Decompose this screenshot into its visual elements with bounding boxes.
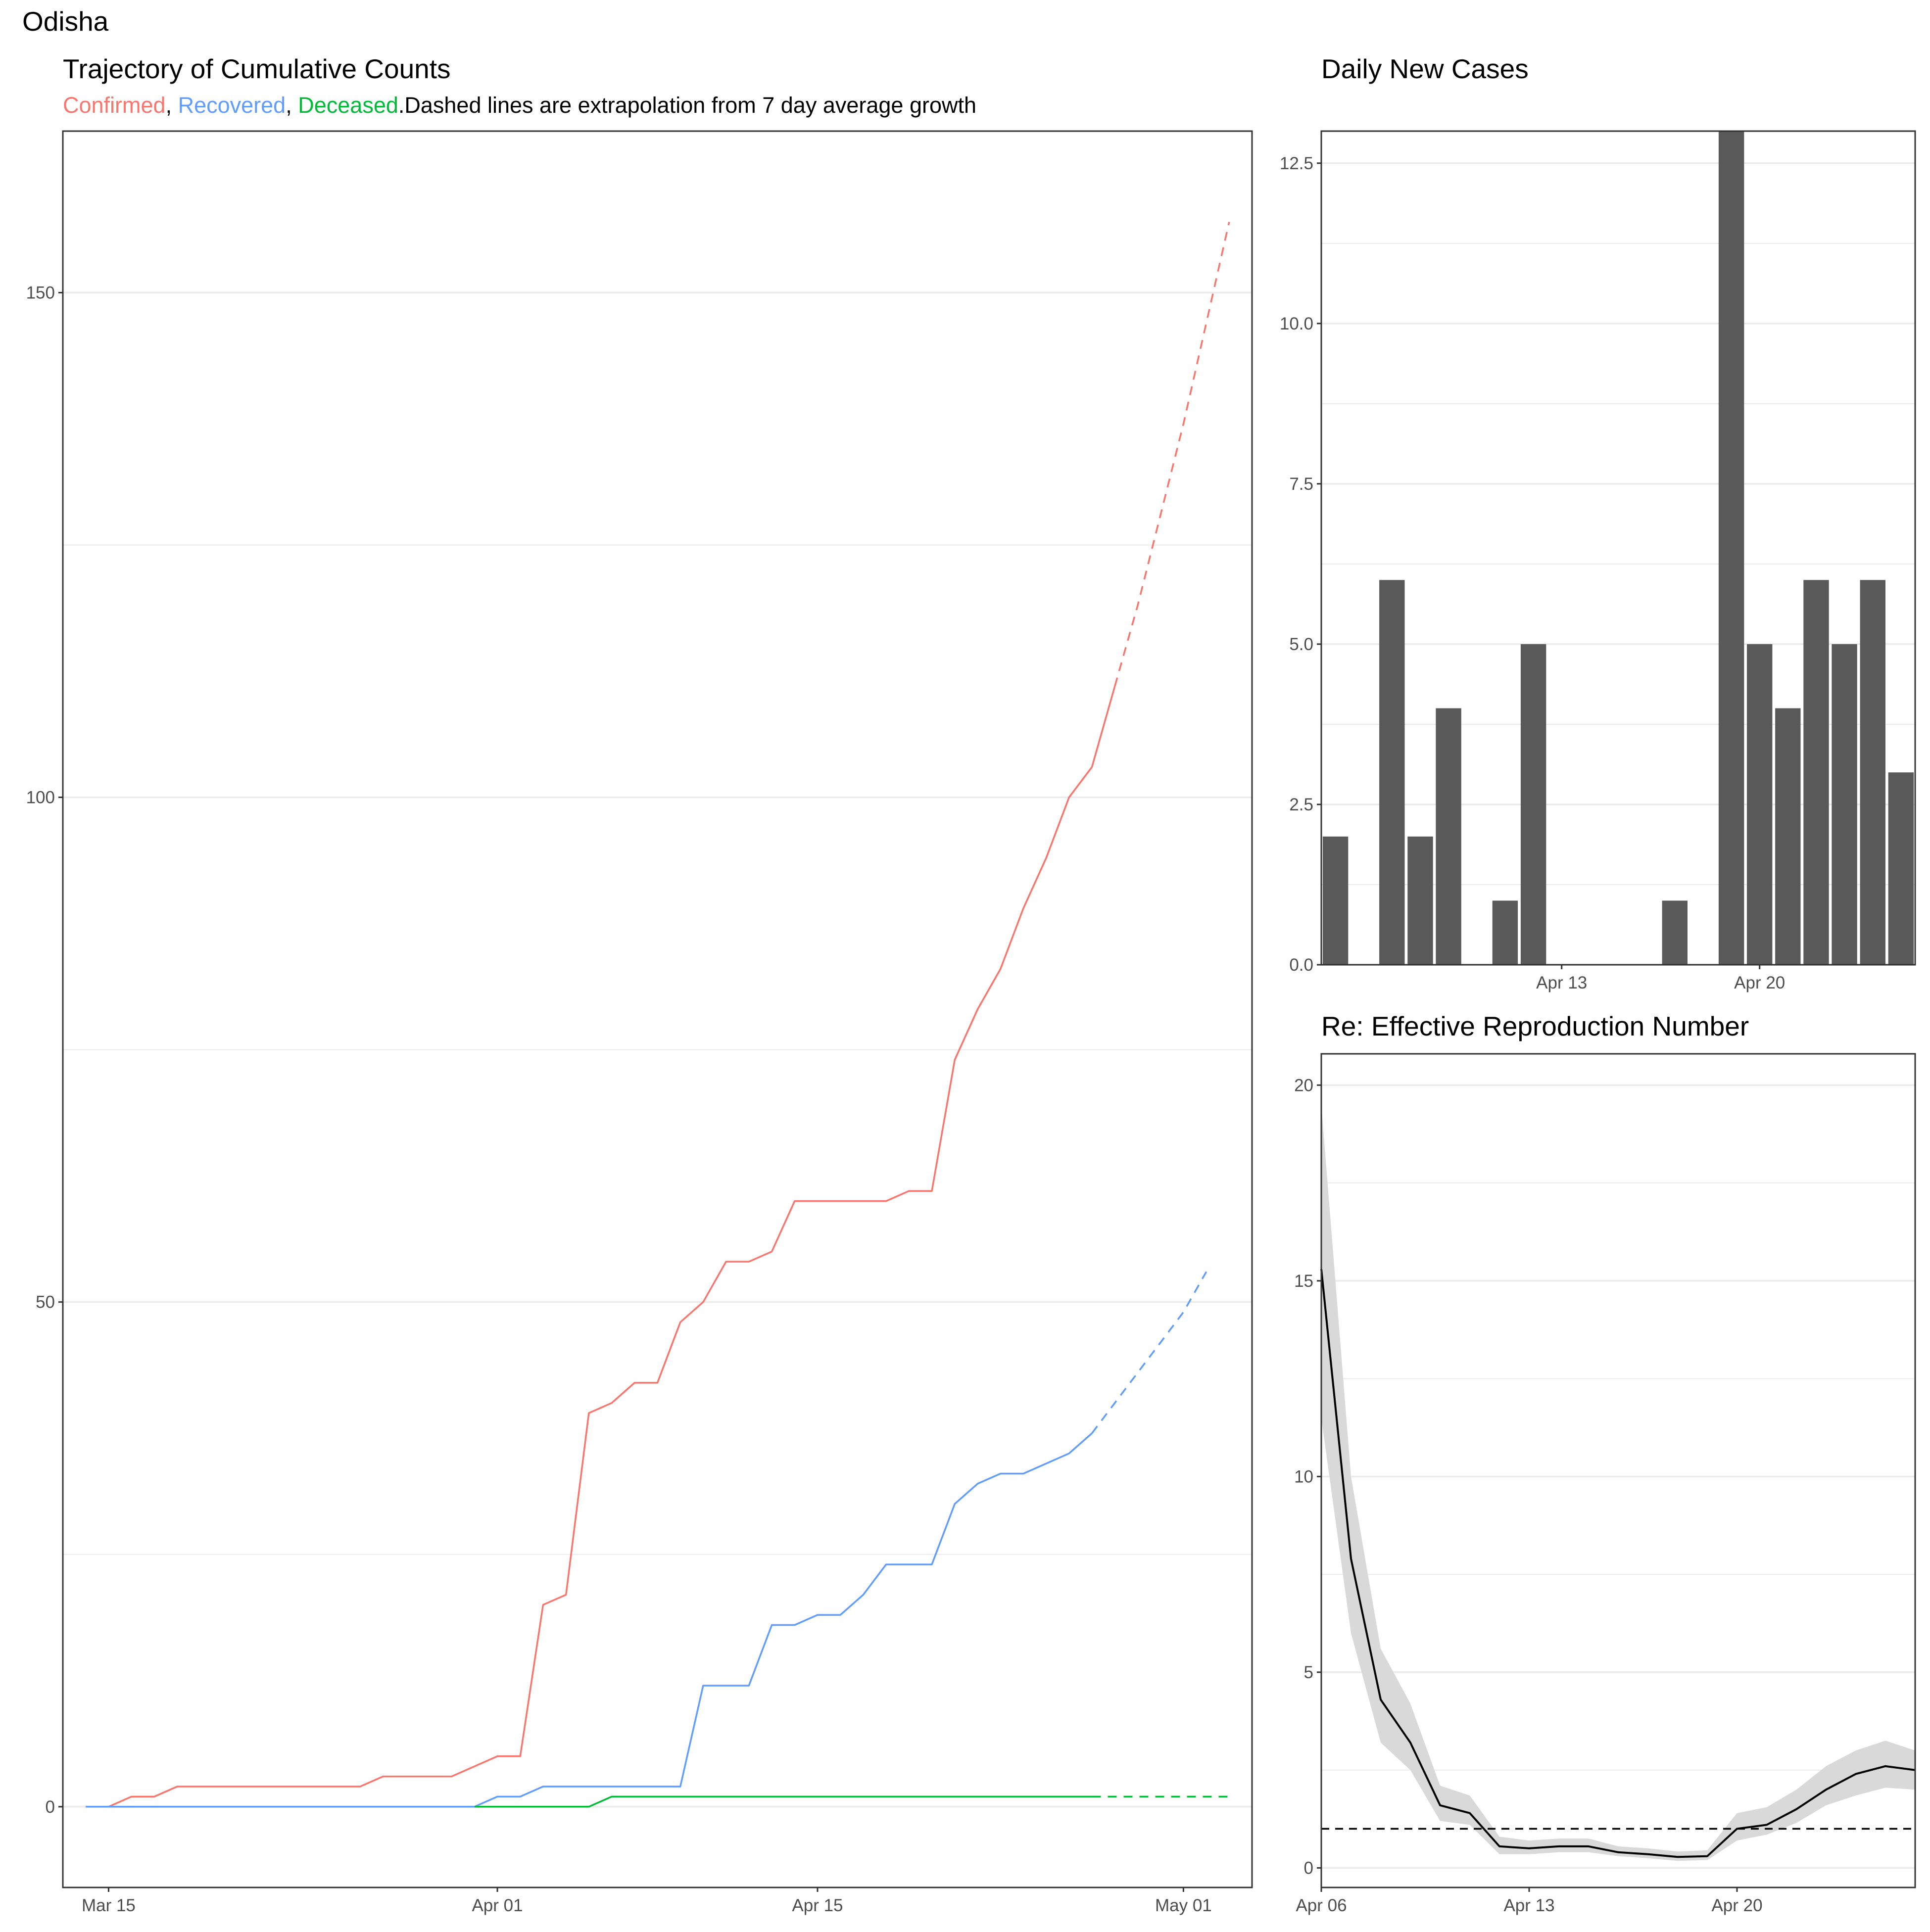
- subtitle-rest: .Dashed lines are extrapolation from 7 d…: [398, 93, 976, 118]
- y-tick-label: 100: [26, 788, 55, 807]
- trajectory-subtitle: Confirmed, Recovered, Deceased.Dashed li…: [63, 93, 976, 118]
- x-tick-label: Apr 20: [1734, 973, 1785, 992]
- series-line-recovered-extrapolated: [1091, 1271, 1207, 1434]
- panel-border: [62, 130, 1253, 1888]
- y-tick-label: 5: [1304, 1663, 1313, 1682]
- y-tick-label: 20: [1294, 1076, 1313, 1095]
- bar: [1379, 580, 1405, 965]
- y-tick-label: 5.0: [1289, 635, 1313, 654]
- series-line-confirmed: [86, 686, 1116, 1808]
- series-line-recovered: [86, 1432, 1093, 1808]
- bar: [1718, 131, 1744, 965]
- x-tick-label: Apr 13: [1536, 973, 1587, 992]
- series-line-confirmed-extrapolated: [1114, 222, 1230, 687]
- subtitle-recovered: Recovered: [178, 93, 286, 118]
- subtitle-sep2: ,: [286, 93, 298, 118]
- bar: [1322, 836, 1349, 965]
- bar: [1492, 900, 1518, 965]
- x-tick-label: Apr 15: [792, 1896, 843, 1915]
- y-tick-label: 2.5: [1289, 795, 1313, 814]
- panel-border: [1320, 1053, 1916, 1888]
- bar: [1407, 836, 1433, 965]
- y-tick-label: 12.5: [1280, 154, 1313, 173]
- y-tick-label: 0: [46, 1797, 55, 1817]
- y-tick-label: 15: [1294, 1272, 1313, 1291]
- panel-border: [1320, 130, 1916, 966]
- re-line: [1320, 1269, 1916, 1858]
- subtitle-deceased: Deceased: [298, 93, 398, 118]
- bar: [1832, 644, 1857, 965]
- bar: [1860, 580, 1885, 965]
- trajectory-chart: 0 50 100 150 Mar 15 Apr 01 Apr 15 May 01: [26, 130, 1253, 1915]
- x-tick-label: Apr 20: [1711, 1896, 1762, 1915]
- y-tick-label: 0: [1304, 1858, 1313, 1878]
- y-tick-label: 10: [1294, 1467, 1313, 1486]
- daily-title: Daily New Cases: [1321, 53, 1529, 84]
- y-tick-label: 50: [36, 1293, 55, 1312]
- daily-chart: 0.0 2.5 5.0 7.5 10.0 12.5 Apr 13 Apr 20: [1280, 130, 1916, 992]
- series-line-deceased: [474, 1795, 1092, 1808]
- page-title: Odisha: [22, 6, 109, 37]
- bar: [1436, 708, 1461, 965]
- bar: [1662, 900, 1688, 965]
- plot-background: [63, 131, 1252, 1887]
- bar: [1888, 772, 1914, 965]
- y-tick-label: 150: [26, 283, 55, 302]
- x-tick-label: Apr 01: [472, 1896, 523, 1915]
- bar: [1747, 644, 1773, 965]
- bar: [1520, 644, 1546, 965]
- x-tick-label: May 01: [1155, 1896, 1212, 1915]
- y-tick-label: 10.0: [1280, 314, 1313, 333]
- re-confidence-band: [1321, 1104, 1915, 1861]
- x-tick-label: Mar 15: [82, 1896, 136, 1915]
- subtitle-sep1: ,: [166, 93, 178, 118]
- x-tick-label: Apr 13: [1503, 1896, 1554, 1915]
- trajectory-title: Trajectory of Cumulative Counts: [63, 53, 451, 84]
- re-title: Re: Effective Reproduction Number: [1321, 1011, 1749, 1041]
- y-tick-label: 7.5: [1289, 474, 1313, 494]
- bar: [1803, 580, 1829, 965]
- bar: [1775, 708, 1801, 965]
- y-tick-label: 0.0: [1289, 955, 1313, 975]
- subtitle-confirmed: Confirmed: [63, 93, 166, 118]
- re-chart: 0 5 10 15 20 Apr 06 Apr 13 Apr 20: [1294, 1053, 1916, 1915]
- x-tick-label: Apr 06: [1296, 1896, 1347, 1915]
